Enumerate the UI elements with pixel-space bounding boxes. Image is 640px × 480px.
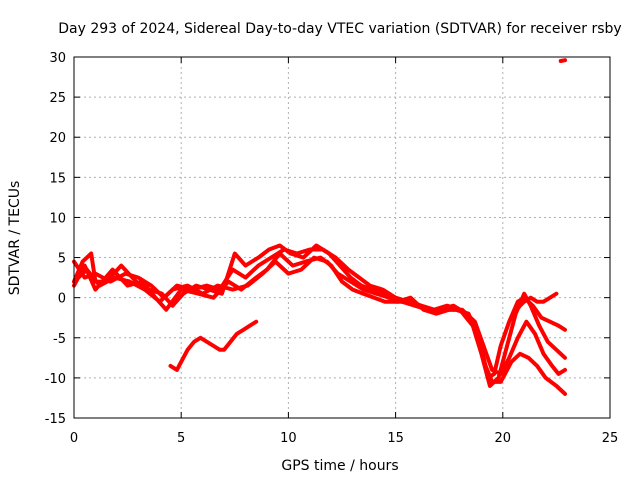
y-tick-label: 30 (49, 51, 66, 66)
x-tick-label: 15 (387, 431, 404, 446)
series-line-1 (72, 251, 567, 380)
x-tick-label: 20 (495, 431, 512, 446)
plot-frame (73, 56, 611, 419)
series-group (72, 58, 567, 396)
x-tick-label: 25 (602, 431, 619, 446)
y-axis-label: SDTVAR / TECUs (7, 181, 23, 296)
y-tick-label: 10 (49, 211, 66, 226)
y-tick-label: 25 (49, 91, 66, 106)
series-line-3 (76, 255, 567, 396)
x-tick-label: 5 (177, 431, 185, 446)
y-tick-label: -5 (53, 332, 66, 347)
y-tick-label: -15 (45, 412, 66, 427)
chart-title: Day 293 of 2024, Sidereal Day-to-day VTE… (58, 21, 621, 37)
series-line-7 (558, 58, 567, 63)
y-tick-label: 20 (49, 131, 66, 146)
series-line-5 (168, 319, 259, 372)
y-tick-label: -10 (45, 372, 66, 387)
series-line-4 (72, 243, 567, 376)
x-tick-label: 0 (70, 431, 78, 446)
y-tick-label: 5 (58, 252, 66, 267)
axis-ticks (73, 56, 611, 419)
x-tick-label: 10 (280, 431, 297, 446)
series-line-6 (511, 291, 559, 316)
axis-tick-labels: 0 5 10 15 20 25 -15 -10 -5 0 5 10 15 20 25 30 (45, 51, 619, 446)
y-tick-label: 0 (58, 292, 66, 307)
y-tick-label: 15 (49, 171, 66, 186)
grid (74, 57, 610, 418)
x-axis-label: GPS time / hours (281, 458, 398, 474)
